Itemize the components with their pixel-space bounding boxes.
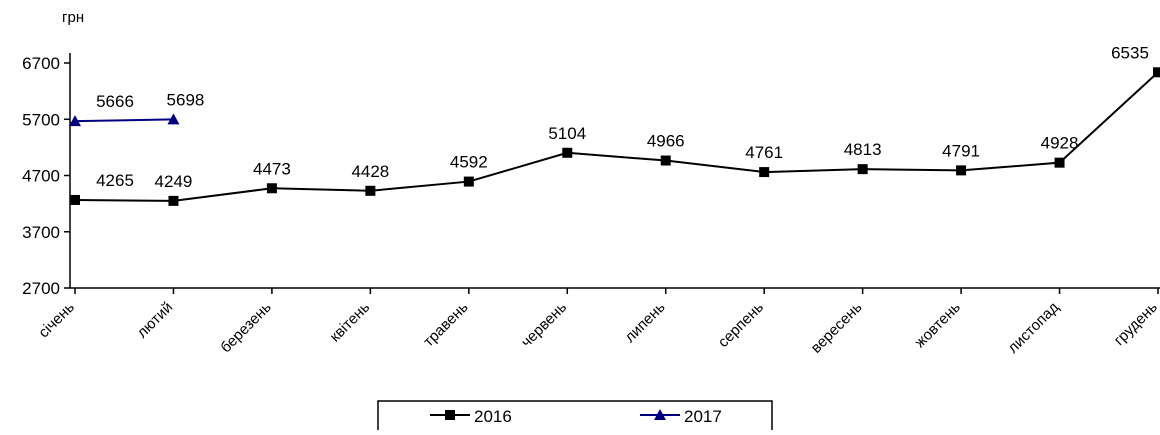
marker — [857, 164, 868, 175]
data-label: 4473 — [253, 159, 291, 178]
series-line — [74, 118, 174, 123]
marker — [69, 115, 81, 127]
data-label: 4428 — [351, 162, 389, 181]
marker — [70, 194, 80, 205]
marker — [759, 167, 770, 178]
y-tick-label: 2700 — [22, 279, 60, 298]
marker — [266, 183, 277, 194]
y-tick-label: 3700 — [22, 223, 60, 242]
x-tick-label: листопад — [1004, 299, 1062, 357]
marker — [445, 410, 455, 420]
marker — [168, 195, 179, 206]
y-tick-label: 4700 — [22, 167, 60, 186]
data-label: 4813 — [844, 140, 882, 159]
x-tick-label: квітень — [327, 299, 374, 346]
y-tick-label: 6700 — [22, 54, 60, 73]
legend-label: 2017 — [684, 407, 722, 426]
x-tick-label: грудень — [1111, 299, 1160, 349]
y-axis-label: грн — [62, 9, 84, 26]
x-tick-label: січень — [35, 299, 78, 342]
data-label: 4592 — [450, 153, 488, 172]
data-label: 5698 — [167, 90, 205, 109]
marker — [654, 409, 666, 420]
marker — [660, 155, 671, 166]
data-label: 4966 — [647, 132, 685, 151]
series-line — [74, 71, 1159, 202]
x-tick-label: березень — [217, 299, 275, 357]
x-tick-label: лютий — [134, 299, 177, 342]
data-label: 6535 — [1111, 43, 1149, 62]
data-label: 5666 — [96, 92, 134, 111]
data-label: 4249 — [155, 172, 193, 191]
legend-label: 2016 — [474, 407, 512, 426]
y-tick-label: 5700 — [22, 110, 60, 129]
data-label: 5104 — [548, 124, 586, 143]
data-label: 4791 — [942, 141, 980, 160]
legend-box — [377, 400, 773, 434]
x-tick-label: жовтень — [911, 299, 964, 352]
marker — [1153, 67, 1160, 78]
marker — [167, 113, 180, 125]
marker — [1054, 157, 1065, 168]
data-label: 4265 — [96, 171, 134, 190]
data-label: 4928 — [1041, 134, 1079, 153]
x-tick-label: серпень — [715, 299, 767, 351]
marker — [562, 147, 573, 158]
data-label: 4761 — [745, 143, 783, 162]
x-tick-label: травень — [420, 299, 472, 351]
marker — [365, 185, 376, 196]
x-tick-label: липень — [621, 299, 668, 346]
x-tick-label: червень — [518, 299, 570, 351]
marker — [463, 176, 474, 187]
x-tick-label: вересень — [808, 299, 866, 357]
marker — [956, 165, 967, 176]
